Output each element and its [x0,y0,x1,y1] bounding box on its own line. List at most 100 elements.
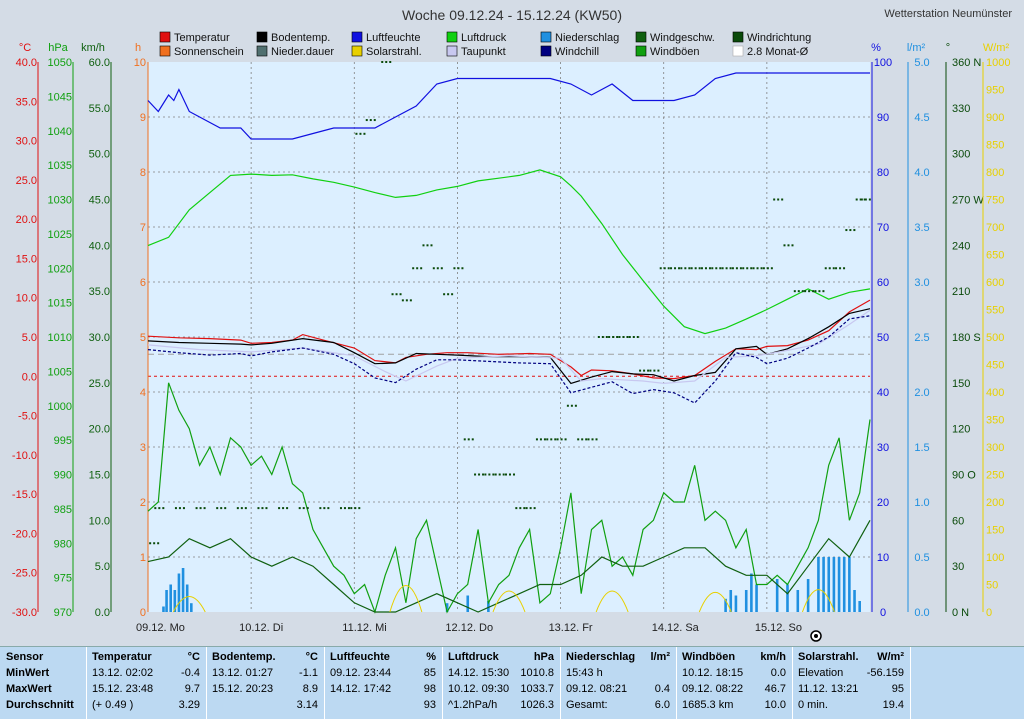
stats-label: 15.12. 23:48 [92,683,154,695]
wind-direction-dot [605,336,608,338]
tick-label-pressure: 995 [54,435,72,447]
wind-direction-dot [463,438,466,441]
wind-direction-dot [430,244,433,247]
precipitation-bars [162,557,861,612]
wind-direction-dot [457,267,460,270]
tick-label-pressure: 1020 [48,263,72,275]
scroll-handle-icon[interactable] [810,630,822,642]
stats-row: Gesamt: 6.0 [560,697,676,713]
legend-swatch [256,31,268,43]
tick-label-wind: 30.0 [89,332,110,344]
tick-label-rain: 5.0 [914,57,929,69]
stats-value: 0.4 [654,683,670,695]
wind-direction-dot [670,267,673,270]
tick-label-temp: 0.0 [22,371,37,383]
day-label: 15.12. So [755,622,802,634]
tick-label-sun: 5 [140,332,146,344]
stats-row: 11.12. 13:21 95 [792,681,910,697]
tick-label-solar: 200 [986,497,1004,509]
stats-row: Sensor [0,649,86,665]
stats-value: 93 [423,699,436,711]
tick-label-pressure: 1030 [48,195,72,207]
tick-label-solar: 50 [986,580,998,592]
tick-label-dir: 360 N [952,57,981,69]
tick-label-temp: 15.0 [16,253,37,265]
stats-row: Bodentemp. °C [206,649,324,665]
tick-label-temp: 5.0 [22,332,37,344]
wind-direction-dot [359,132,362,135]
grid [148,62,870,612]
wind-direction-dot [618,336,621,338]
wind-direction-dot [859,198,862,201]
precip-bar [177,573,181,612]
wind-direction-dot [721,267,724,270]
legend-label: Taupunkt [461,46,506,58]
wind-direction-dot [265,507,268,510]
legend-label: Windchill [555,46,599,58]
tick-label-dir: 120 [952,424,970,436]
precip-bar [445,603,449,612]
stats-label: Durchschnitt [6,699,74,711]
wind-direction-dot [868,198,871,201]
tick-label-solar: 950 [986,85,1004,97]
tick-label-pressure: 1045 [48,91,72,103]
wind-direction-dot [447,293,450,296]
tick-label-humidity: 80 [877,167,889,179]
wind-direction-dot [432,267,435,270]
stats-value: °C [187,651,200,663]
wind-direction-dot [363,132,366,135]
precip-bar [162,606,165,612]
tick-label-dir: 150 [952,378,970,390]
tick-label-wind: 0.0 [95,607,110,619]
tick-label-dir: 300 [952,149,970,161]
stats-label: 14.12. 15:30 [448,667,510,679]
wind-direction-dot [688,267,691,270]
wind-direction-dot [822,290,825,293]
precip-bar [755,584,758,612]
tick-label-temp: -10.0 [12,450,37,462]
precip-bar [786,584,789,612]
wind-direction-dot [731,267,734,270]
precip-bar [858,601,861,612]
tick-label-pressure: 1005 [48,366,72,378]
wind-direction-dot [153,542,156,545]
wind-direction-dot [783,244,786,247]
stats-label: 15.12. 20:23 [212,683,274,695]
stats-label: 10.12. 18:15 [682,667,744,679]
tick-label-pressure: 975 [54,573,72,585]
tick-label-solar: 650 [986,250,1004,262]
wind-direction-dot [855,198,858,201]
wind-direction-dot [863,198,866,201]
stats-value: 0.0 [770,667,786,679]
stats-column: Temperatur °C 13.12. 02:02 -0.4 15.12. 23:48… [86,647,207,719]
wind-direction-dot [636,336,639,338]
stats-label: Elevation [798,667,844,679]
unit-label-rain: l/m² [907,42,926,54]
wind-direction-dot [443,293,446,296]
unit-label-pressure: hPa [48,42,68,54]
legend-label: 2.8 Monat-Ø [747,46,809,58]
wind-direction-dot [639,369,642,372]
solar-curve [595,590,629,613]
wind-direction-dot [570,404,573,407]
wind-direction-dot [797,290,800,293]
wind-direction-dot [750,267,753,270]
wind-direction-dot [533,507,536,510]
wind-direction-dot [760,267,763,270]
tick-label-pressure: 1035 [48,160,72,172]
wind-direction-dot [756,267,759,270]
tick-label-temp: -5.0 [18,411,37,423]
tick-label-pressure: 1000 [48,401,72,413]
stats-value: 10.0 [764,699,786,711]
tick-label-humidity: 40 [877,387,889,399]
wind-direction-dot [581,438,584,441]
tick-label-dir: 240 [952,240,970,252]
stats-value: 3.14 [296,699,318,711]
stats-row: Luftdruck hPa [442,649,560,665]
tick-label-rain: 1.5 [914,442,929,454]
wind-direction-dot [416,267,419,270]
wind-direction-dot [700,267,703,270]
wind-direction-dot [715,267,718,270]
tick-label-solar: 550 [986,305,1004,317]
wind-direction-dot [835,267,838,270]
